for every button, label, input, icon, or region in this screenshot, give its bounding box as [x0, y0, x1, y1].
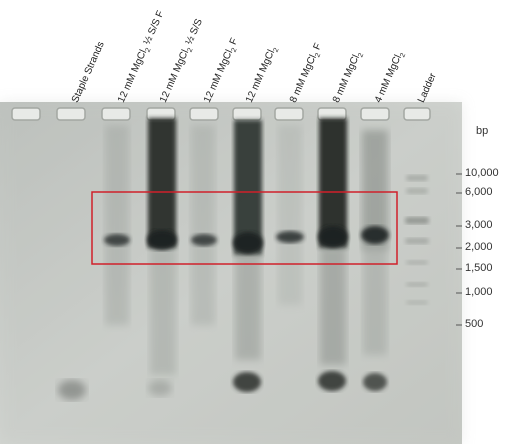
well-row: [11, 107, 431, 121]
bp-marker-label: 6,000: [465, 186, 493, 198]
bp-marker-label: 2,000: [465, 241, 493, 253]
bp-marker-label: 3,000: [465, 219, 493, 231]
bp-marker-label: 1,000: [465, 286, 493, 298]
gel-bands: [104, 226, 389, 254]
low-bands: [58, 371, 387, 400]
ladder-bands: [405, 175, 429, 305]
bp-marker-label: 1,500: [465, 262, 493, 274]
highlight-box: [91, 191, 398, 265]
bp-marker-label: 10,000: [465, 167, 499, 179]
bp-ticks: [456, 173, 462, 326]
bp-marker-label: 500: [465, 318, 484, 330]
bp-unit-label: bp: [476, 125, 489, 137]
